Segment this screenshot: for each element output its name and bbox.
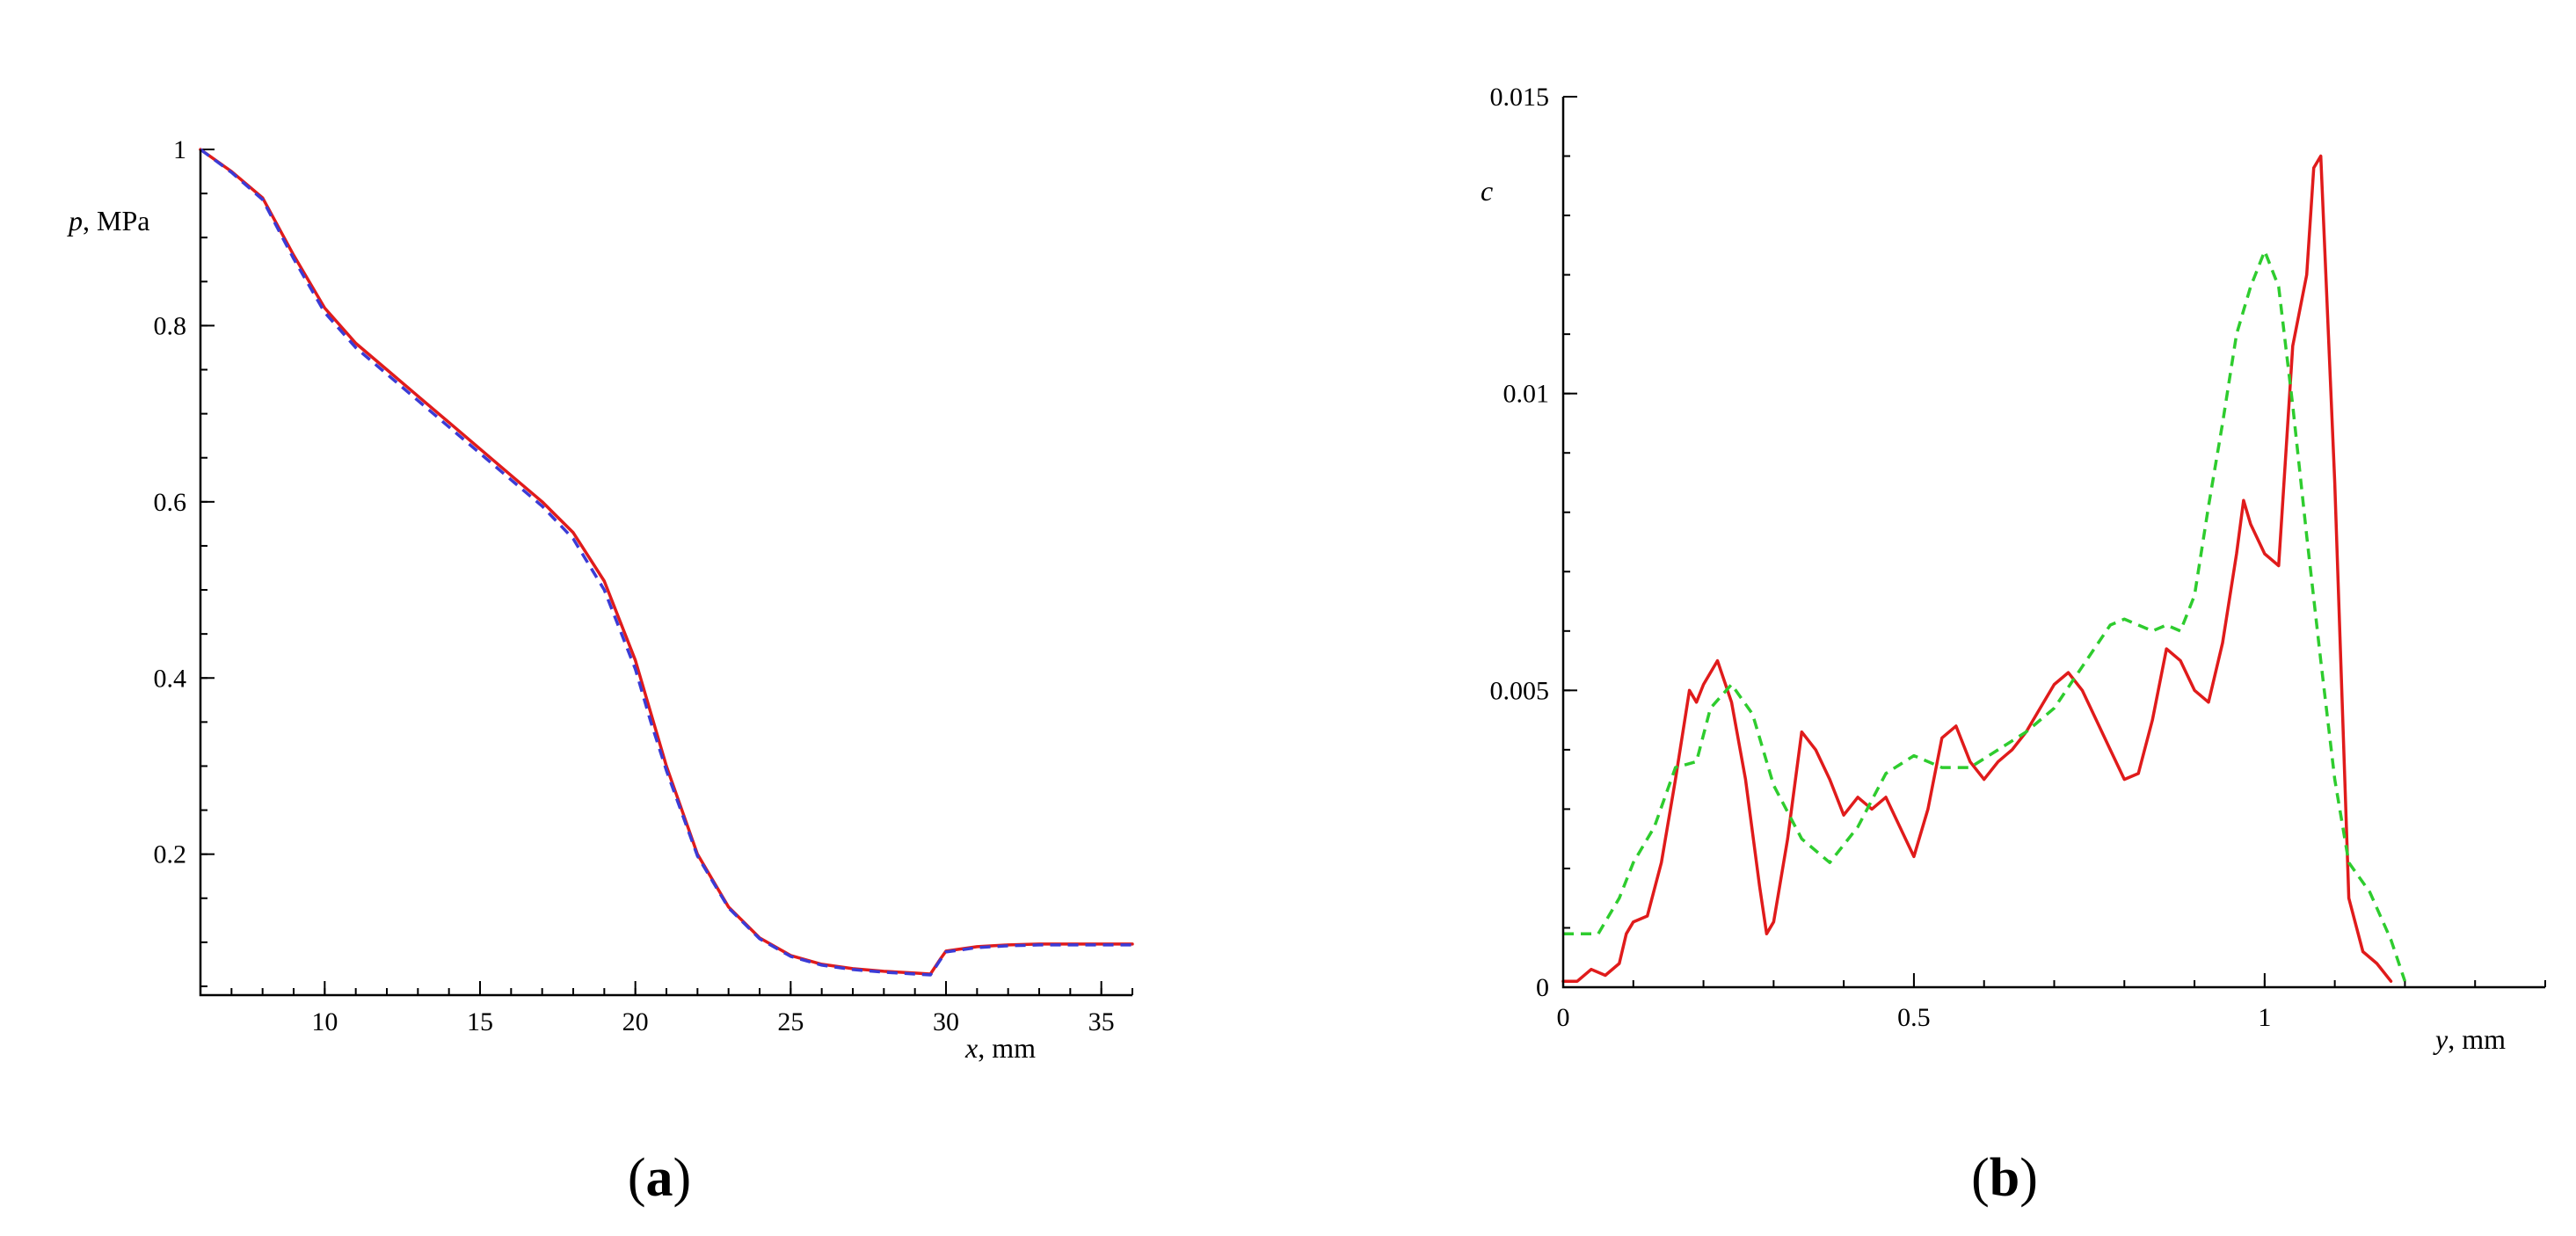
panel-a-y-var: p: [67, 205, 83, 236]
panel-a-x-tick-label: 25: [777, 1007, 804, 1036]
chart-panel-b: 0 0.5 1 0 0.005 0.01 0.015 c y, mm (b): [1481, 83, 2546, 1208]
panel-b-series-line-1: [1561, 154, 2393, 983]
panel-a-x-tick-label: 15: [467, 1007, 493, 1036]
chart-panel-a: 10 15 20 25 30 35 0.2 0.4 0.6 0.8 1 p, MPa x, mm (…: [67, 135, 1134, 1208]
panel-a-y-tick-label: 0.8: [154, 311, 187, 340]
panel-b-x-tick-label: 0.5: [1897, 1003, 1931, 1032]
panel-b-series: [1561, 154, 2407, 983]
panel-a-x-var: x: [964, 1032, 978, 1064]
panel-b-y-tick-label: 0.015: [1490, 83, 1550, 112]
panel-a-series-line-2: [199, 148, 1132, 977]
panel-b-y-var: c: [1481, 175, 1493, 207]
panel-b-y-axis-label: c: [1481, 175, 1493, 207]
panel-a-series-line-1: [199, 148, 1134, 976]
panel-a-axes: [199, 149, 1132, 997]
panel-a-y-tick-label: 0.6: [154, 488, 187, 517]
panel-b-label: (b): [1971, 1148, 2038, 1208]
panel-b-y-tick-label: 0.01: [1503, 380, 1550, 409]
panel-a-y-tick-label: 1: [173, 135, 186, 164]
panel-b-x-tick-label: 0: [1557, 1003, 1570, 1032]
panel-a-y-tick-label: 0.4: [154, 664, 187, 693]
panel-a-y-tick-label: 0.2: [154, 840, 187, 869]
panel-a-x-tick-label: 30: [933, 1007, 959, 1036]
panel-b-y-tick-label: 0.005: [1490, 676, 1550, 705]
panel-b-x-var: y: [2433, 1023, 2449, 1055]
panel-b-y-tick-label: 0: [1536, 973, 1549, 1002]
panel-a-y-axis-label: p, MPa: [67, 205, 149, 236]
panel-a-x-tick-label: 10: [311, 1007, 338, 1036]
panel-a-label: (a): [628, 1148, 691, 1208]
panel-a-x-tick-label: 35: [1088, 1007, 1115, 1036]
panel-b-series-line-2: [1563, 249, 2407, 982]
panel-b-x-axis-label: y, mm: [2433, 1023, 2506, 1055]
panel-a-y-unit: , MPa: [83, 205, 149, 236]
panel-a-x-axis-label: x, mm: [964, 1032, 1036, 1064]
panel-a-series: [199, 148, 1134, 977]
panel-b-x-unit: , mm: [2448, 1023, 2506, 1055]
panel-a-ticks: 10 15 20 25 30 35 0.2 0.4 0.6 0.8 1: [154, 135, 1133, 1036]
panel-a-x-tick-label: 20: [622, 1007, 649, 1036]
panel-b-axes: [1561, 97, 2545, 989]
panel-b-x-tick-label: 1: [2258, 1003, 2271, 1032]
panel-a-x-unit: , mm: [978, 1032, 1036, 1064]
panel-b-ticks: 0 0.5 1 0 0.005 0.01 0.015: [1490, 83, 2546, 1032]
